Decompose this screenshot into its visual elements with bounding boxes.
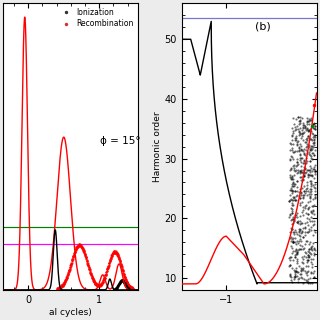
Text: ϕ = 15°: ϕ = 15° [100,136,141,146]
X-axis label: al cycles): al cycles) [50,308,92,316]
Y-axis label: Harmonic order: Harmonic order [153,111,162,182]
Legend: Ionization, Recombination: Ionization, Recombination [58,7,134,29]
Text: (b): (b) [255,21,270,31]
